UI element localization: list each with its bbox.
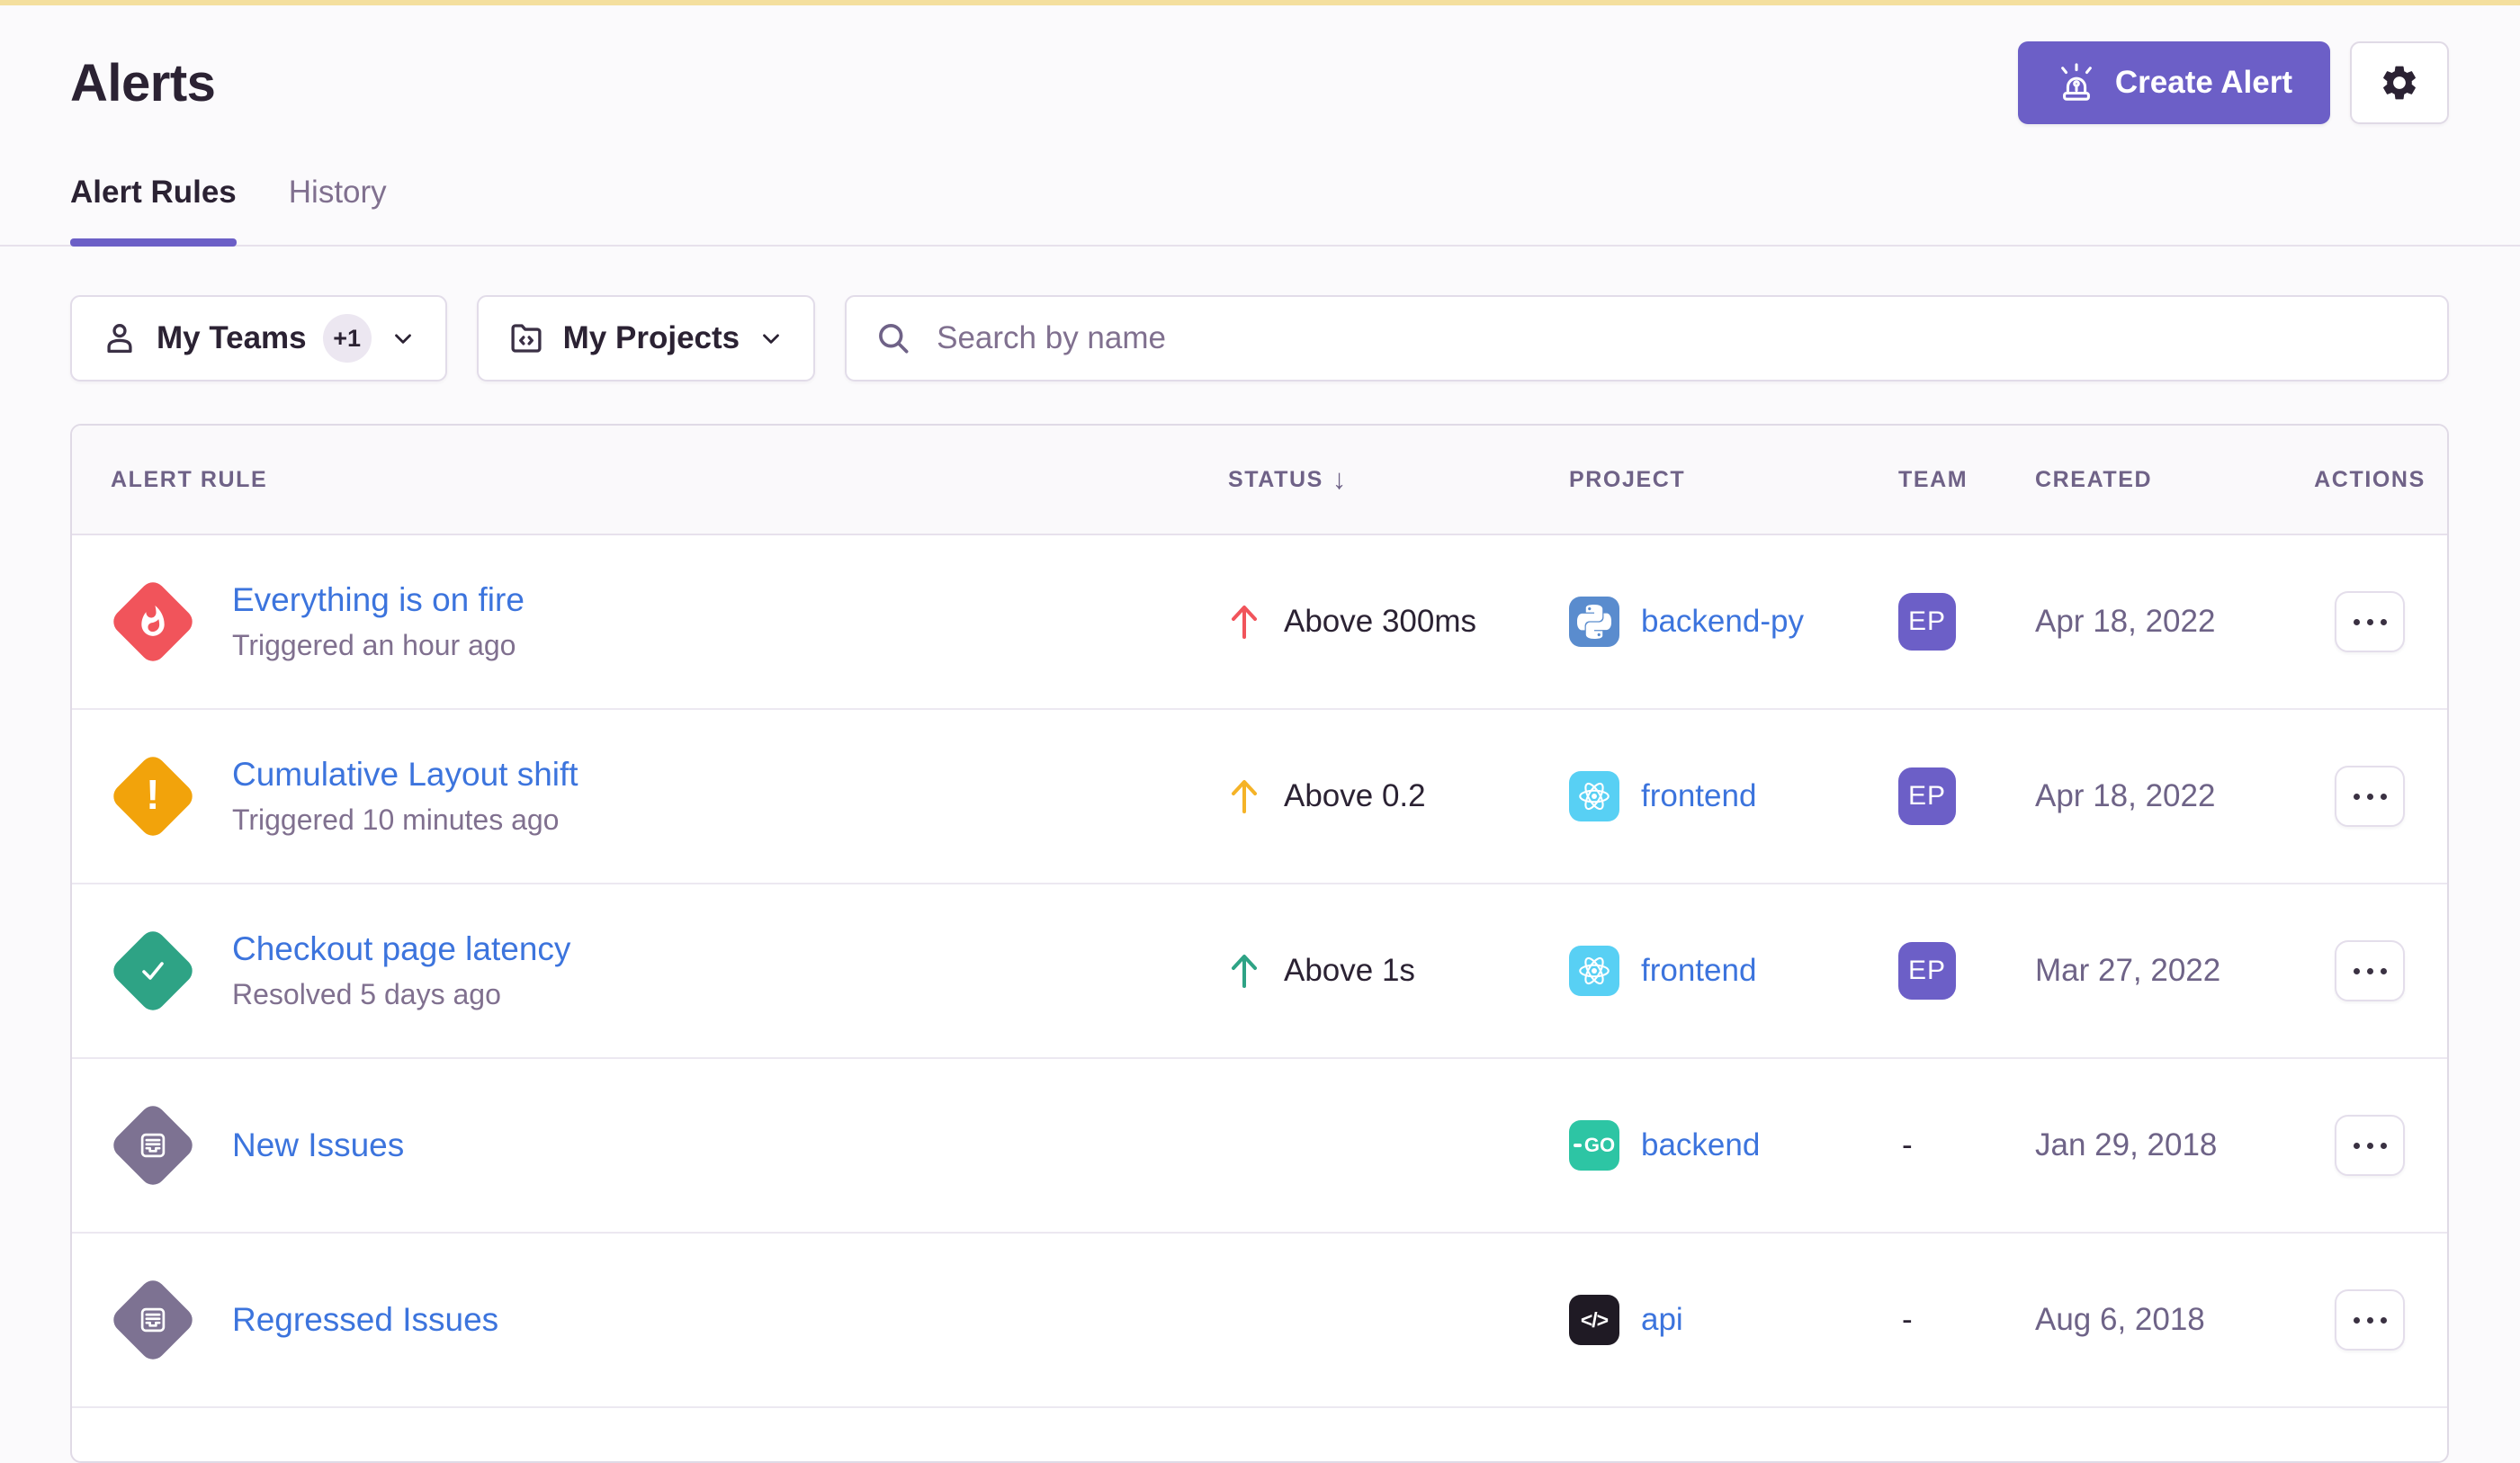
ellipsis-icon [2353,1142,2387,1149]
alert-rule-subtitle: Triggered 10 minutes ago [232,803,560,836]
table-row: Checkout page latency Resolved 5 days ag… [72,884,2447,1059]
create-alert-button[interactable]: Create Alert [2017,41,2330,124]
column-header-created: Created [2035,466,2153,492]
table-row: ! Cumulative Layout shift Triggered 10 m… [72,710,2447,884]
project-link[interactable]: api [1641,1302,1683,1337]
alert-rule-link[interactable]: Everything is on fire [232,581,525,619]
tab-bar: Alert Rules History [70,175,2449,247]
row-actions-button[interactable] [2335,591,2405,652]
sort-descending-icon: ↓ [1332,463,1347,495]
ellipsis-icon [2353,618,2387,625]
row-actions-button[interactable] [2335,1115,2405,1176]
alert-rule-subtitle: Triggered an hour ago [232,628,516,661]
alert-rule-link[interactable]: Cumulative Layout shift [232,756,578,794]
chevron-down-icon [758,325,785,352]
column-header-actions: Actions [2314,466,2426,492]
team-badge: EP [1898,942,1956,1000]
ellipsis-icon [2353,1316,2387,1324]
go-icon: GO [1569,1120,1619,1171]
status-label: Above 300ms [1284,604,1477,639]
team-badge: EP [1898,767,1956,825]
top-accent-strip [0,0,2520,5]
search-input[interactable] [935,319,2420,357]
tab-alert-rules[interactable]: Alert Rules [70,175,237,247]
created-date: Aug 6, 2018 [2035,1302,2205,1337]
issue-alert-icon [108,1275,198,1365]
alert-rule-link[interactable]: Regressed Issues [232,1300,499,1338]
gear-icon [2379,62,2420,103]
tab-history[interactable]: History [288,175,387,210]
column-header-alert-rule: Alert Rule [111,466,268,492]
row-actions-button[interactable] [2335,1289,2405,1351]
alert-rules-table: Alert Rule Status ↓ Project Team Created… [70,424,2449,1463]
table-row: New Issues GO backend - Jan 29, 2018 [72,1059,2447,1234]
ellipsis-icon [2353,793,2387,800]
table-row: Regressed Issues </> api - Aug 6, 2018 [72,1234,2447,1408]
tab-bar-divider [0,245,2520,247]
issues-stack-icon [136,1128,170,1162]
team-empty-placeholder: - [1902,1302,1913,1337]
ellipsis-icon [2353,967,2387,974]
created-date: Jan 29, 2018 [2035,1127,2218,1162]
search-field [845,295,2449,381]
project-link[interactable]: frontend [1641,778,1757,813]
chevron-down-icon [390,325,417,352]
created-date: Apr 18, 2022 [2035,778,2216,813]
critical-alert-icon [108,577,198,667]
search-icon [874,319,913,358]
project-link[interactable]: frontend [1641,953,1757,988]
team-empty-placeholder: - [1902,1127,1913,1162]
my-projects-dropdown[interactable]: My Projects [476,295,816,381]
created-date: Apr 18, 2022 [2035,604,2216,639]
teams-extra-count-badge: +1 [322,314,372,363]
active-tab-underline [70,238,237,247]
alert-rule-subtitle: Resolved 5 days ago [232,977,501,1010]
row-actions-button[interactable] [2335,940,2405,1001]
arrow-up-icon [1228,952,1260,990]
project-link[interactable]: backend [1641,1127,1761,1162]
table-header-row: Alert Rule Status ↓ Project Team Created… [72,426,2447,535]
resolved-alert-icon [108,926,198,1016]
python-icon [1569,597,1619,647]
settings-button[interactable] [2350,41,2449,124]
alert-rule-link[interactable]: New Issues [232,1126,405,1163]
column-header-team: Team [1898,466,1968,492]
fire-icon [136,605,170,639]
siren-icon [2056,62,2097,103]
team-badge: EP [1898,593,1956,651]
react-icon [1569,771,1619,821]
code-brackets-icon: </> [1569,1295,1619,1345]
my-teams-label: My Teams [157,320,307,355]
warning-alert-icon: ! [108,751,198,841]
arrow-up-icon [1228,777,1260,815]
row-actions-button[interactable] [2335,766,2405,827]
table-row: Everything is on fire Triggered an hour … [72,535,2447,710]
column-header-project: Project [1569,466,1686,492]
column-header-status[interactable]: Status ↓ [1228,463,1347,495]
projects-folder-icon [507,319,545,357]
issue-alert-icon [108,1100,198,1190]
status-label: Above 0.2 [1284,778,1426,813]
alert-rule-link[interactable]: Checkout page latency [232,930,571,968]
issues-stack-icon [136,1303,170,1337]
filter-bar: My Teams +1 My Projects [70,295,2449,381]
arrow-up-icon [1228,603,1260,641]
my-teams-dropdown[interactable]: My Teams +1 [70,295,447,381]
project-link[interactable]: backend-py [1641,604,1804,639]
page-title: Alerts [70,53,216,112]
create-alert-label: Create Alert [2114,65,2292,100]
person-icon [101,319,139,357]
page-header: Alerts Create Alert [70,41,2449,124]
checkmark-icon [135,953,171,989]
exclamation-icon: ! [146,770,160,818]
status-label: Above 1s [1284,953,1415,988]
react-icon [1569,946,1619,996]
my-projects-label: My Projects [562,320,740,355]
created-date: Mar 27, 2022 [2035,953,2221,988]
